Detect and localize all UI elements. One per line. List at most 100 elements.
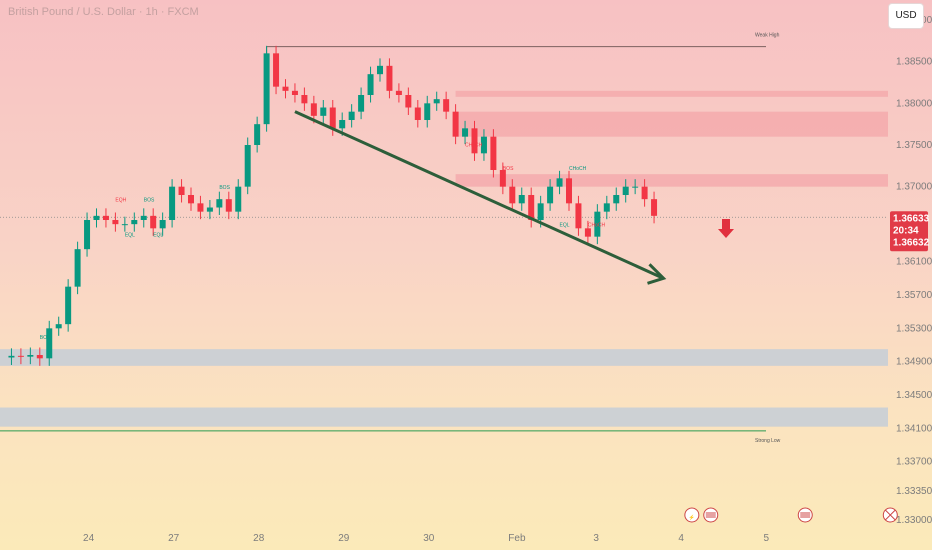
x-tick-label: 3 bbox=[593, 533, 599, 544]
candle-body bbox=[518, 195, 525, 204]
structure-label: EQL bbox=[560, 223, 570, 229]
candle-body bbox=[169, 186, 176, 220]
supply-zone bbox=[455, 174, 888, 187]
candle-body bbox=[8, 355, 15, 358]
candle-body bbox=[36, 355, 43, 359]
candle-body bbox=[386, 65, 393, 91]
candle-body bbox=[424, 103, 431, 120]
candle-body bbox=[433, 99, 440, 104]
y-tick-label: 1.33350 bbox=[896, 486, 932, 497]
trend-arrow bbox=[294, 110, 665, 280]
candle-body bbox=[46, 328, 53, 359]
candle-body bbox=[641, 186, 648, 200]
candle-body bbox=[651, 199, 658, 216]
price-tag-text: 1.36632 bbox=[893, 237, 930, 248]
candle-body bbox=[216, 199, 223, 208]
y-tick-label: 1.38500 bbox=[896, 57, 932, 68]
candle-body bbox=[235, 186, 242, 212]
candle-body bbox=[17, 355, 24, 357]
candle-body bbox=[632, 186, 639, 188]
level-label: Strong Low bbox=[755, 438, 781, 444]
candle-body bbox=[102, 215, 109, 220]
candle-body bbox=[27, 355, 34, 357]
candle-body bbox=[55, 324, 62, 329]
x-tick-label: 29 bbox=[338, 533, 350, 544]
y-tick-label: 1.34100 bbox=[896, 423, 932, 434]
candle-body bbox=[358, 95, 365, 112]
y-tick-label: 1.33700 bbox=[896, 457, 932, 468]
y-tick-label: 1.37000 bbox=[896, 182, 932, 193]
candle-body bbox=[65, 286, 72, 325]
x-tick-label: 28 bbox=[253, 533, 265, 544]
candle-body bbox=[150, 215, 157, 229]
currency-button[interactable]: USD bbox=[888, 3, 924, 29]
lightning-glyph: ⚡ bbox=[689, 514, 695, 521]
candle-body bbox=[575, 203, 582, 229]
candle-body bbox=[509, 186, 516, 204]
price-tag-text: 20:34 bbox=[893, 225, 919, 236]
y-tick-label: 1.33000 bbox=[896, 515, 932, 526]
price-tag bbox=[890, 211, 928, 252]
candle-body bbox=[178, 186, 185, 195]
candle-body bbox=[603, 203, 610, 212]
candle-body bbox=[462, 128, 469, 137]
candle-body bbox=[197, 203, 204, 212]
candle-body bbox=[188, 195, 194, 204]
x-tick-label: 5 bbox=[763, 533, 769, 544]
demand-zone bbox=[0, 407, 888, 427]
structure-label: CHoCH bbox=[569, 166, 587, 172]
candle-body bbox=[121, 224, 128, 226]
candle-body bbox=[471, 128, 478, 154]
candle-body bbox=[291, 90, 298, 95]
candle-body bbox=[490, 136, 497, 170]
demand-zone bbox=[0, 349, 888, 366]
y-tick-label: 1.37500 bbox=[896, 140, 932, 151]
candle-body bbox=[206, 207, 213, 212]
candle-body bbox=[499, 170, 506, 187]
structure-label: EQH bbox=[115, 198, 126, 204]
candle-body bbox=[566, 178, 572, 204]
candle-body bbox=[159, 220, 166, 229]
y-tick-label: 1.36100 bbox=[896, 257, 932, 268]
y-tick-label: 1.38000 bbox=[896, 98, 932, 109]
candle-body bbox=[263, 53, 270, 125]
supply-zone bbox=[455, 111, 888, 137]
supply-zone bbox=[455, 90, 888, 97]
candle-body bbox=[584, 228, 591, 237]
candle-body bbox=[405, 95, 412, 108]
y-tick-label: 1.34900 bbox=[896, 357, 932, 368]
price-tag-text: 1.36633 bbox=[893, 213, 930, 224]
structure-label: BOS bbox=[219, 185, 230, 191]
x-tick-label: 24 bbox=[83, 533, 95, 544]
level-label: Weak High bbox=[755, 33, 780, 39]
candle-body bbox=[377, 65, 383, 75]
candle-body bbox=[320, 107, 327, 116]
candle-body bbox=[480, 136, 487, 154]
candle-body bbox=[310, 103, 317, 116]
us-flag-stripes bbox=[800, 512, 811, 518]
candle-body bbox=[254, 124, 261, 145]
structure-label: EQL bbox=[153, 233, 163, 239]
candle-body bbox=[225, 199, 232, 212]
candle-body bbox=[594, 211, 601, 237]
y-tick-label: 1.35700 bbox=[896, 290, 932, 301]
candle-body bbox=[140, 215, 147, 220]
candle-body bbox=[547, 186, 554, 204]
candle-body bbox=[339, 120, 346, 129]
us-flag-stripes bbox=[705, 512, 716, 518]
candle-body bbox=[131, 220, 138, 225]
trend-arrow-head bbox=[647, 263, 667, 285]
candle-body bbox=[537, 203, 544, 220]
chart-title: British Pound / U.S. Dollar · 1h · FXCM bbox=[8, 6, 199, 18]
structure-label: CHoCH bbox=[588, 223, 606, 229]
candle-body bbox=[528, 195, 535, 220]
candle-body bbox=[93, 215, 100, 220]
y-tick-label: 1.34500 bbox=[896, 390, 932, 401]
candle-body bbox=[74, 249, 81, 287]
x-tick-label: Feb bbox=[508, 533, 526, 544]
x-tick-label: 30 bbox=[423, 533, 435, 544]
candle-body bbox=[452, 111, 459, 137]
candle-body bbox=[244, 145, 251, 187]
